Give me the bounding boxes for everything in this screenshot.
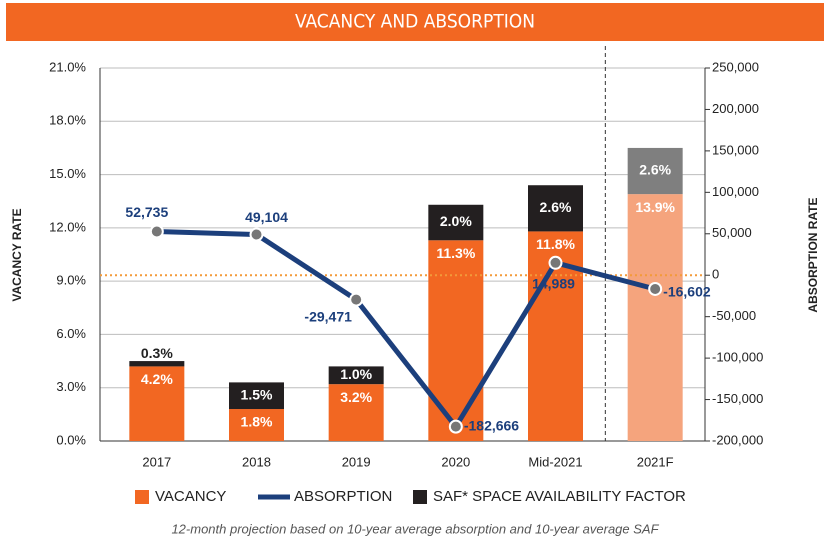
y2-axis-label: ABSORPTION RATE [806,197,820,312]
absorption-marker [448,419,463,434]
legend-label: VACANCY [155,488,226,505]
saf-label: 2.6% [639,162,671,178]
y-tick-label: 6.0% [56,326,86,341]
y2-tick-label: 250,000 [712,59,759,74]
saf-bar [129,361,185,367]
legend-swatch [413,490,427,504]
saf-bar [627,147,683,195]
saf-label: 2.6% [540,199,572,215]
y2-tick-label: 0 [712,267,719,282]
legend-label: ABSORPTION [294,488,392,505]
vacancy-bar [627,194,683,441]
y2-tick-label: -150,000 [712,391,763,406]
saf-bar [328,366,384,385]
absorption-label: -29,471 [304,308,352,324]
absorption-marker [349,292,364,307]
x-tick-label: Mid-2021 [528,454,582,469]
x-tick-label: 2020 [441,454,470,469]
vacancy-label: 3.2% [340,389,372,405]
absorption-marker [149,224,164,239]
vacancy-label: 13.9% [635,199,675,215]
y-tick-label: 18.0% [49,113,86,128]
absorption-label: 52,735 [125,204,168,220]
absorption-marker [548,255,563,270]
y-tick-label: 3.0% [56,379,86,394]
chart-title: VACANCY AND ABSORPTION [295,11,535,33]
saf-label: 1.0% [340,366,372,382]
x-tick-label: 2019 [342,454,371,469]
absorption-label: 14,989 [532,276,575,292]
absorption-marker [249,227,264,242]
vacancy-label: 11.8% [536,236,575,252]
y-tick-label: 12.0% [49,219,86,234]
saf-label: 0.3% [141,345,173,361]
x-tick-label: 2018 [242,454,271,469]
x-tick-label: 2021F [637,454,674,469]
vacancy-label: 4.2% [141,371,173,387]
y2-tick-label: 150,000 [712,142,759,157]
y2-tick-label: 50,000 [712,225,752,240]
vacancy-bar [229,409,284,441]
vacancy-bar [328,384,384,441]
vacancy-bar [428,240,484,441]
absorption-marker [648,281,663,296]
absorption-label: -16,602 [663,284,711,300]
legend-label: SAF* SPACE AVAILABILITY FACTOR [433,488,686,505]
saf-label: 1.5% [241,386,273,402]
saf-bar [528,185,583,232]
title-bar [6,3,824,41]
y-tick-label: 0.0% [56,432,86,447]
vacancy-label: 11.3% [436,245,475,261]
vacancy-bar [129,366,185,441]
absorption-line [156,229,656,430]
absorption-label: 49,104 [245,209,288,225]
absorption-label: -182,666 [464,417,519,433]
y2-tick-label: -200,000 [712,432,763,447]
y2-tick-label: 100,000 [712,184,759,199]
saf-bar [428,204,484,241]
y-tick-label: 15.0% [49,166,86,181]
y2-tick-label: 200,000 [712,101,759,116]
y2-tick-label: -100,000 [712,350,763,365]
y-axis-label: VACANCY RATE [10,208,24,301]
saf-bar [229,382,284,410]
y-tick-label: 21.0% [49,59,86,74]
legend-swatch [135,490,149,504]
saf-label: 2.0% [440,213,472,229]
y2-tick-label: -50,000 [712,308,756,323]
vacancy-label: 1.8% [241,414,273,430]
x-tick-label: 2017 [142,454,171,469]
y-tick-label: 9.0% [56,273,86,288]
footnote: 12-month projection based on 10-year ave… [171,521,659,536]
